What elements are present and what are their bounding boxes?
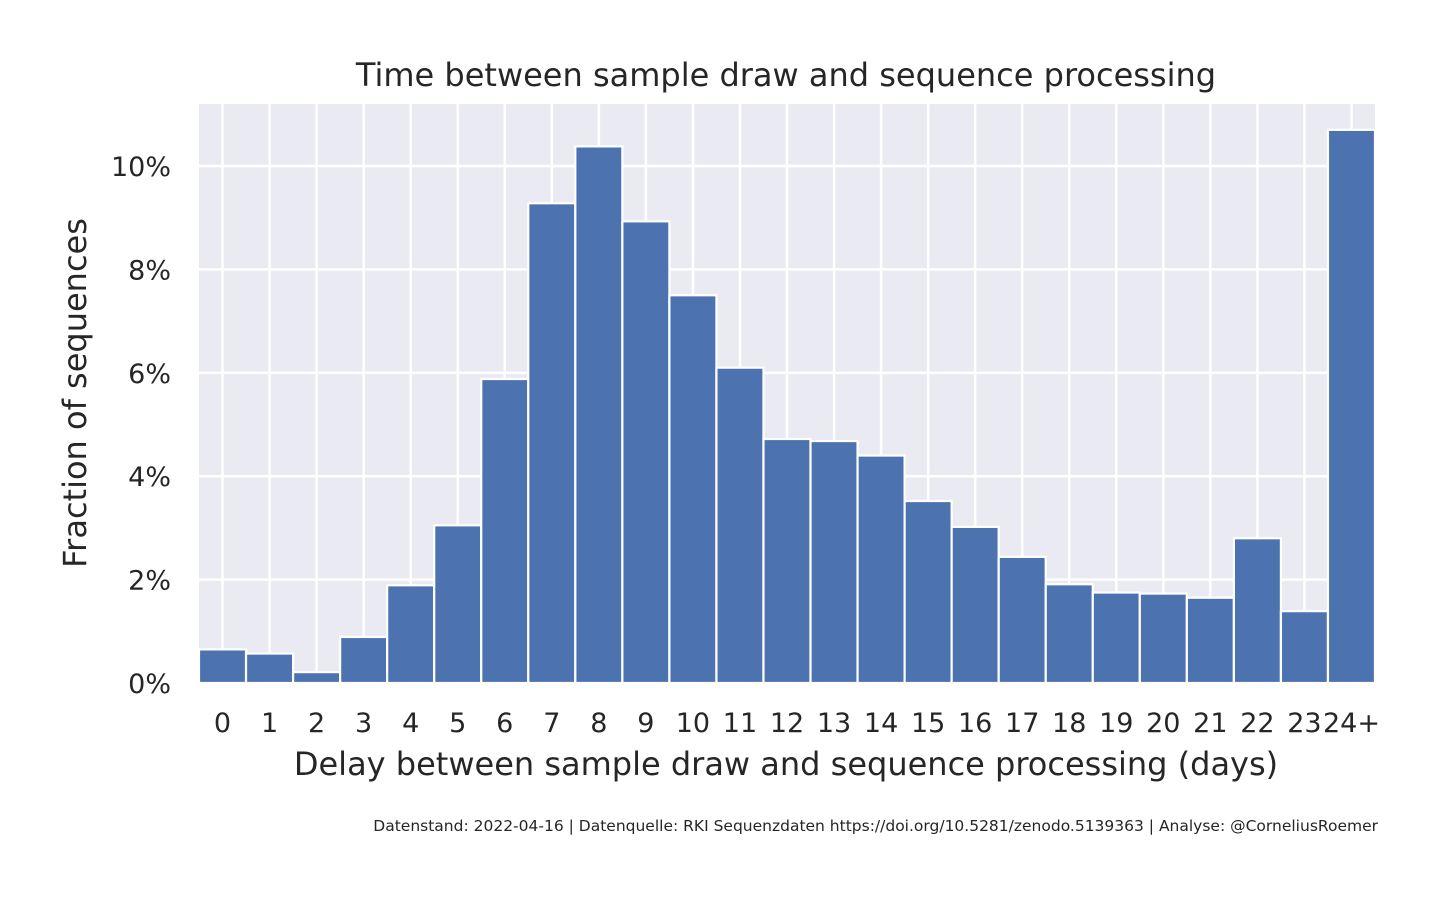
bar-20	[1138, 592, 1188, 685]
y-tick-label: 4%	[128, 462, 171, 493]
bar-9	[621, 220, 671, 685]
x-tick-label: 7	[543, 708, 560, 739]
x-tick-label: 1	[261, 708, 278, 739]
x-tick-label: 21	[1193, 708, 1227, 739]
bar-3	[339, 635, 389, 685]
x-tick-label: 6	[496, 708, 513, 739]
bar-21	[1185, 596, 1235, 685]
y-tick-label: 0%	[128, 669, 171, 700]
bar-16	[950, 525, 1000, 685]
y-tick-label: 10%	[111, 152, 171, 183]
y-axis-ticks: 0% 2% 4% 6% 8% 10%	[111, 152, 171, 700]
x-tick-label: 15	[911, 708, 945, 739]
bar-6	[480, 377, 530, 685]
x-tick-label: 19	[1099, 708, 1133, 739]
bar-23	[1279, 610, 1330, 685]
bar-12	[762, 437, 812, 685]
x-tick-label: 3	[355, 708, 372, 739]
x-tick-label: 12	[770, 708, 804, 739]
bar-7	[527, 202, 577, 685]
bar-0	[197, 648, 248, 685]
bar-15	[903, 499, 953, 685]
bar-24+	[1326, 128, 1377, 685]
x-tick-label: 17	[1005, 708, 1039, 739]
x-tick-label: 16	[958, 708, 992, 739]
x-tick-label: 5	[449, 708, 466, 739]
x-tick-label: 22	[1240, 708, 1274, 739]
y-tick-label: 8%	[128, 255, 171, 286]
bar-14	[856, 454, 906, 685]
x-tick-label: 9	[637, 708, 654, 739]
x-tick-label: 10	[676, 708, 710, 739]
bar-22	[1232, 537, 1283, 685]
x-tick-label: 13	[817, 708, 851, 739]
bar-19	[1091, 591, 1141, 685]
bars	[197, 128, 1377, 685]
x-tick-label: 24+	[1323, 708, 1380, 739]
bar-11	[715, 366, 765, 685]
y-tick-label: 2%	[128, 566, 171, 597]
x-tick-label: 11	[723, 708, 757, 739]
data-source-footer: Datenstand: 2022-04-16 | Datenquelle: RK…	[373, 817, 1378, 835]
bar-2	[291, 671, 342, 685]
bar-13	[809, 439, 859, 685]
x-tick-label: 8	[590, 708, 607, 739]
x-axis-ticks: 0 1 2 3 4 5 6 7 8 9 10 11 12 13 14 15 16 17 18 19 20 21 22 23 24…	[214, 708, 1380, 739]
x-tick-label: 4	[402, 708, 419, 739]
chart-title: Time between sample draw and sequence pr…	[355, 56, 1216, 94]
y-tick-label: 6%	[128, 359, 171, 390]
bar-17	[997, 555, 1047, 685]
x-tick-label: 14	[864, 708, 898, 739]
x-tick-label: 20	[1146, 708, 1180, 739]
x-tick-label: 18	[1052, 708, 1086, 739]
x-tick-label: 2	[308, 708, 325, 739]
bar-10	[668, 294, 718, 685]
bar-4	[386, 584, 436, 685]
bar-18	[1044, 583, 1094, 685]
bar-8	[574, 145, 624, 685]
x-tick-label: 23	[1287, 708, 1321, 739]
bar-1	[244, 652, 295, 685]
y-axis-label: Fraction of sequences	[56, 218, 94, 568]
bar-chart: 0%2%4%6%8%10% 0 1 2 3 4 5 6 7 8 9 10 11 12 13 14 15 16 17…	[56, 56, 1380, 783]
x-tick-label: 0	[214, 708, 231, 739]
bar-5	[433, 524, 483, 685]
x-axis-label: Delay between sample draw and sequence p…	[294, 745, 1278, 783]
